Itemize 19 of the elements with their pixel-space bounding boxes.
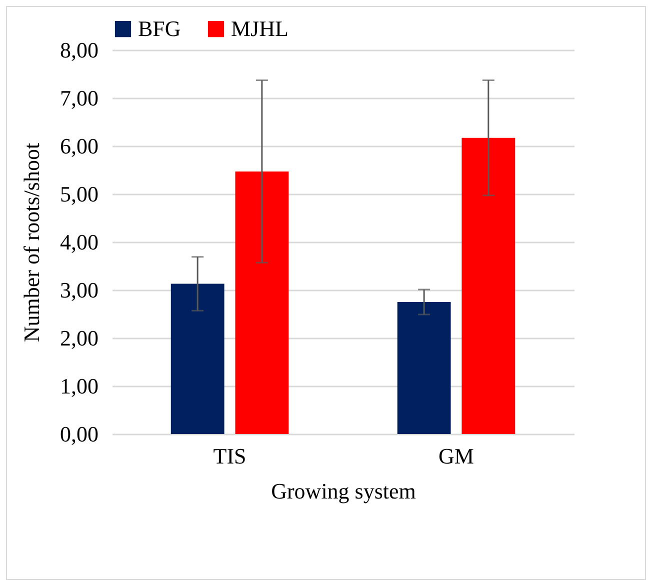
x-tick-label: GM xyxy=(438,444,474,468)
y-tick-label: 5,00 xyxy=(60,182,98,206)
y-tick-label: 8,00 xyxy=(60,38,98,62)
y-tick-label: 2,00 xyxy=(60,326,98,350)
y-tick-label: 0,00 xyxy=(60,422,98,446)
y-axis-title: Number of roots/shoot xyxy=(19,142,44,342)
y-tick-label: 6,00 xyxy=(60,134,98,158)
y-tick-label: 1,00 xyxy=(60,374,98,398)
bar xyxy=(170,284,224,434)
x-axis-title: Growing system xyxy=(271,478,416,504)
y-tick-label: 7,00 xyxy=(60,86,98,110)
x-tick-label: TIS xyxy=(213,444,246,468)
legend-label: BFG xyxy=(138,16,181,41)
bar xyxy=(397,302,451,434)
bar xyxy=(235,171,289,434)
bar xyxy=(462,138,516,434)
y-tick-label: 3,00 xyxy=(60,278,98,302)
y-tick-label: 4,00 xyxy=(60,230,98,254)
legend-label: MJHL xyxy=(231,16,288,41)
